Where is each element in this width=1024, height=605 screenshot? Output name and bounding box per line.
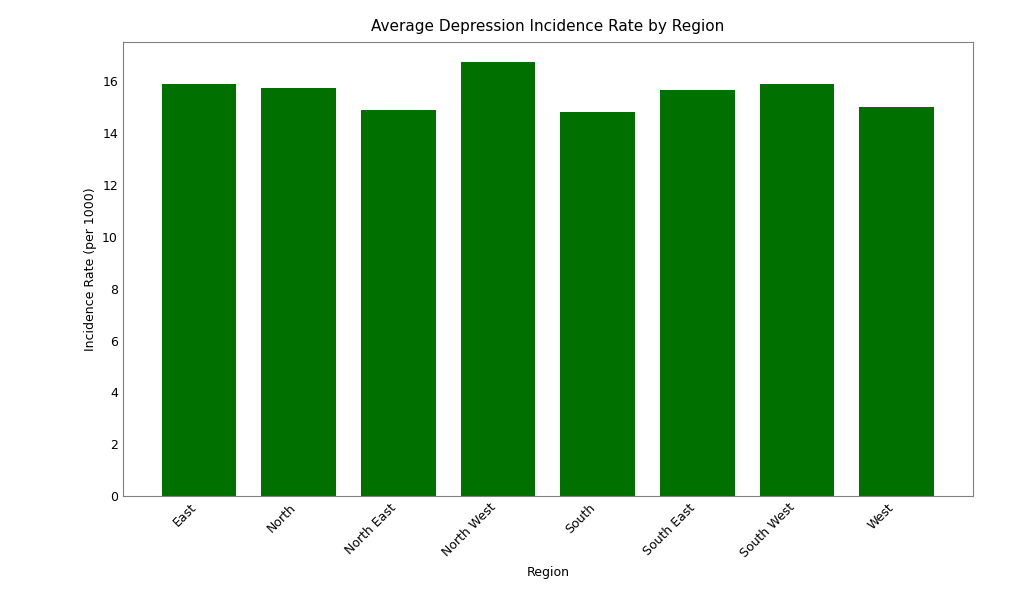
Bar	[360, 110, 435, 496]
Bar	[660, 90, 735, 496]
X-axis label: Region: Region	[526, 566, 569, 579]
Bar	[261, 88, 336, 496]
Bar	[461, 62, 536, 496]
Bar	[560, 113, 635, 496]
Bar	[760, 84, 835, 496]
Y-axis label: Incidence Rate (per 1000): Incidence Rate (per 1000)	[84, 188, 96, 351]
Bar	[162, 84, 237, 496]
Bar	[859, 107, 934, 496]
Title: Average Depression Incidence Rate by Region: Average Depression Incidence Rate by Reg…	[372, 19, 724, 34]
